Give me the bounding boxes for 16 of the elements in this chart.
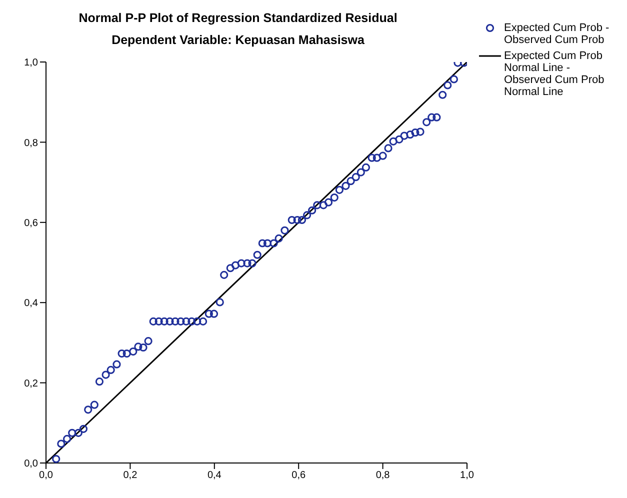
x-tick-label: 0,8 — [376, 470, 390, 482]
legend-label: Expected Cum Prob Normal Line - Observed Cum Prob Normal Line — [504, 50, 606, 98]
x-tick-label: 0,2 — [123, 470, 138, 482]
x-tick-label: 1,0 — [460, 470, 474, 482]
y-tick-label: 0,2 — [24, 378, 38, 390]
y-tick-label: 1,0 — [24, 58, 38, 69]
y-tick-label: 0,6 — [24, 218, 38, 229]
chart-title: Normal P-P Plot of Regression Standardized Residual — [78, 10, 398, 27]
x-tick-label: 0,4 — [207, 470, 222, 482]
y-tick-label: 0,8 — [24, 138, 38, 149]
y-tick-label: 0,0 — [24, 458, 38, 470]
y-tick-label: 0,4 — [24, 298, 38, 310]
x-tick-label: 0,0 — [39, 470, 54, 482]
x-tick-label: 0,6 — [292, 470, 306, 482]
legend-label: Expected Cum Prob - Observed Cum Prob — [504, 22, 610, 46]
chart-subtitle: Dependent Variable: Kepuasan Mahasiswa — [110, 32, 366, 49]
